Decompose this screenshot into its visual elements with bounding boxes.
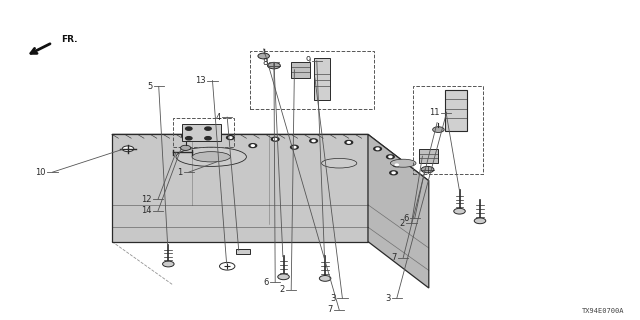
Circle shape (249, 144, 257, 148)
Circle shape (278, 274, 289, 280)
Bar (236, 249, 250, 254)
Ellipse shape (322, 158, 357, 168)
Circle shape (396, 164, 398, 165)
Circle shape (348, 142, 350, 143)
Circle shape (387, 155, 394, 159)
Circle shape (180, 145, 191, 150)
Circle shape (163, 261, 174, 267)
Circle shape (271, 137, 279, 141)
Circle shape (376, 148, 379, 149)
Text: 14: 14 (141, 206, 152, 215)
Circle shape (310, 139, 317, 143)
Circle shape (186, 137, 192, 140)
Bar (182, 124, 221, 141)
Text: 6: 6 (264, 278, 269, 287)
Circle shape (421, 166, 434, 173)
Circle shape (374, 147, 381, 151)
Text: 9: 9 (305, 56, 310, 65)
Circle shape (205, 137, 211, 140)
Ellipse shape (176, 147, 246, 166)
Circle shape (229, 137, 232, 138)
Circle shape (390, 171, 397, 175)
Text: 3: 3 (331, 294, 336, 303)
Circle shape (319, 276, 331, 281)
Circle shape (345, 140, 353, 144)
Circle shape (258, 53, 269, 59)
Circle shape (205, 127, 211, 130)
Text: TX94E0700A: TX94E0700A (582, 308, 624, 314)
Text: 13: 13 (195, 76, 206, 85)
Circle shape (474, 218, 486, 224)
Circle shape (291, 145, 298, 149)
Polygon shape (368, 134, 429, 288)
Text: 1: 1 (177, 168, 182, 177)
Polygon shape (112, 134, 368, 242)
Bar (314, 58, 330, 100)
Circle shape (252, 145, 254, 146)
Bar (173, 118, 234, 147)
Text: 7: 7 (328, 305, 333, 314)
Circle shape (454, 208, 465, 214)
Circle shape (268, 62, 280, 69)
Bar (250, 51, 374, 109)
Text: 2: 2 (280, 285, 285, 294)
Circle shape (186, 127, 192, 130)
Bar (291, 62, 310, 78)
Circle shape (220, 262, 235, 270)
Text: 8: 8 (262, 58, 268, 67)
Circle shape (184, 135, 187, 137)
Circle shape (433, 127, 444, 132)
Circle shape (389, 156, 392, 157)
Circle shape (274, 139, 276, 140)
Circle shape (392, 172, 395, 173)
Circle shape (227, 136, 234, 140)
Bar (413, 86, 483, 174)
Ellipse shape (192, 152, 230, 162)
Ellipse shape (390, 159, 416, 167)
Text: 2: 2 (400, 219, 405, 228)
Text: FR.: FR. (61, 35, 77, 44)
Circle shape (312, 140, 315, 141)
Circle shape (293, 147, 296, 148)
Text: 3: 3 (385, 294, 390, 303)
Text: 11: 11 (429, 108, 440, 117)
Polygon shape (112, 134, 429, 181)
Text: 6: 6 (403, 214, 408, 223)
Bar (419, 149, 438, 163)
Circle shape (182, 134, 189, 138)
Text: 10: 10 (36, 168, 46, 177)
Text: 4: 4 (216, 113, 221, 122)
Text: 7: 7 (392, 253, 397, 262)
Text: 12: 12 (141, 195, 152, 204)
Circle shape (393, 163, 401, 167)
Bar (445, 90, 467, 131)
Text: 5: 5 (147, 82, 152, 91)
Circle shape (122, 146, 134, 152)
